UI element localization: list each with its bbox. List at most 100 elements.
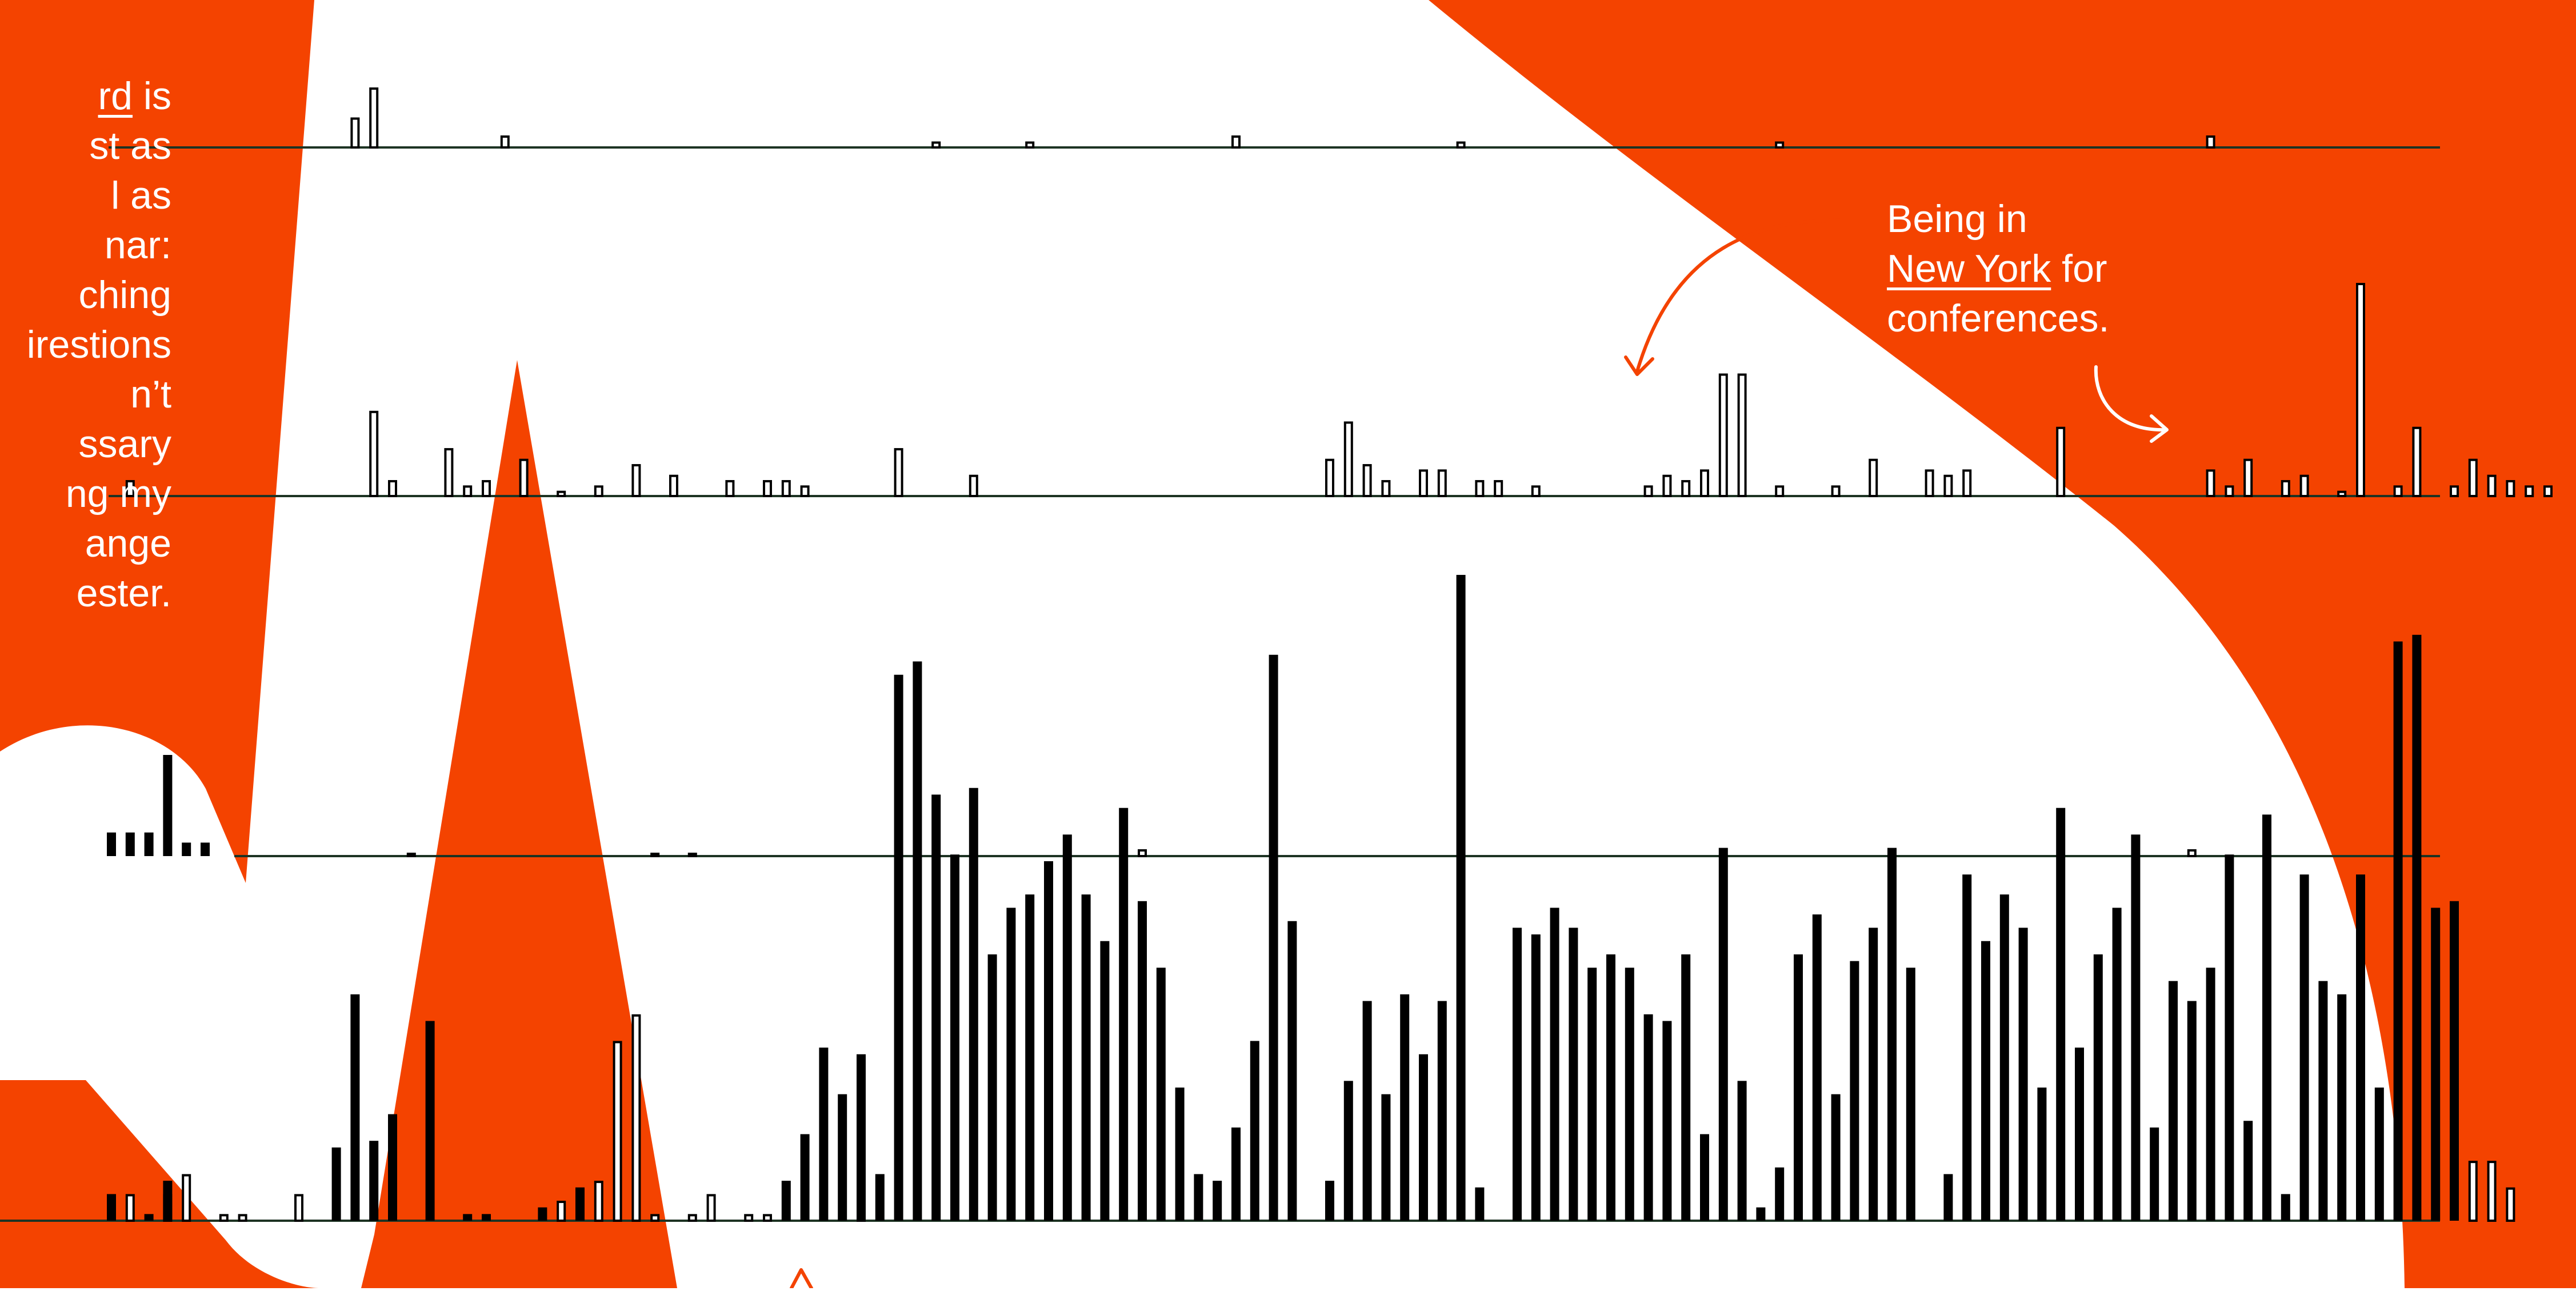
data-bar bbox=[388, 480, 397, 498]
data-bar bbox=[1681, 480, 1691, 498]
data-bar bbox=[1194, 1174, 1203, 1221]
data-bar bbox=[2543, 485, 2553, 497]
data-bar bbox=[2506, 480, 2515, 498]
series-0 bbox=[350, 87, 2215, 149]
data-bar bbox=[2393, 485, 2403, 497]
data-bar bbox=[1025, 894, 1035, 1221]
data-bar bbox=[594, 1181, 603, 1222]
data-bar bbox=[687, 1214, 697, 1222]
data-bar bbox=[1343, 421, 1353, 498]
decorative-shape bbox=[1429, 0, 2576, 1288]
data-bar bbox=[2299, 874, 2309, 1221]
data-bar bbox=[144, 832, 154, 856]
data-bar bbox=[781, 480, 791, 498]
data-bar bbox=[575, 1187, 585, 1221]
data-bar bbox=[2150, 1127, 2159, 1221]
data-bar bbox=[1662, 1021, 1672, 1221]
data-bar bbox=[2243, 1121, 2253, 1221]
data-bar bbox=[2056, 426, 2066, 498]
data-bar bbox=[1700, 469, 1709, 497]
data-bar bbox=[1625, 968, 1634, 1221]
data-bar bbox=[969, 474, 978, 498]
data-bar bbox=[2337, 994, 2347, 1221]
data-bar bbox=[1869, 928, 1878, 1221]
data-bar bbox=[725, 480, 735, 498]
data-bar bbox=[2525, 485, 2534, 497]
data-bar bbox=[2468, 458, 2478, 497]
data-bar bbox=[369, 1141, 379, 1221]
data-bar bbox=[687, 853, 697, 857]
data-bar bbox=[1025, 141, 1035, 149]
data-bar bbox=[2299, 474, 2309, 498]
data-bar bbox=[2056, 808, 2066, 1221]
data-bar bbox=[425, 1021, 435, 1221]
data-bar bbox=[1756, 1207, 1766, 1221]
data-bar bbox=[2318, 981, 2328, 1221]
left-annotation-line: ssary bbox=[78, 422, 171, 466]
data-bar bbox=[631, 464, 641, 497]
decorative-shape bbox=[0, 1080, 320, 1288]
data-bar bbox=[1662, 474, 1672, 498]
data-bar bbox=[107, 1194, 116, 1221]
data-bar bbox=[182, 1174, 191, 1222]
new-york-annotation-line2: New York for bbox=[1887, 247, 2107, 290]
series-3 bbox=[406, 849, 2197, 857]
data-bar bbox=[2243, 458, 2253, 497]
new-york-link: New York bbox=[1887, 247, 2051, 290]
data-bar bbox=[894, 674, 903, 1221]
data-bar bbox=[1775, 1167, 1785, 1221]
data-bar bbox=[913, 661, 922, 1221]
series-2 bbox=[107, 755, 210, 856]
new-york-annotation-line1: Being in bbox=[1887, 197, 2027, 241]
data-bar bbox=[1831, 1094, 1841, 1221]
data-bar bbox=[1100, 941, 1110, 1221]
data-bar bbox=[1156, 968, 1166, 1221]
data-bar bbox=[1550, 908, 1559, 1221]
chart-series bbox=[0, 87, 2553, 1222]
data-bar bbox=[1943, 1174, 1953, 1221]
data-bar bbox=[294, 1194, 303, 1222]
data-bar bbox=[1006, 908, 1016, 1221]
data-bar bbox=[163, 755, 173, 856]
data-bar bbox=[631, 1014, 641, 1222]
data-bar bbox=[1794, 954, 1803, 1221]
arrow-head bbox=[1624, 355, 1654, 376]
data-bar bbox=[2356, 874, 2365, 1221]
left-annotation-line: rd is bbox=[98, 74, 171, 118]
data-bar bbox=[1119, 808, 1129, 1221]
data-bar bbox=[894, 448, 903, 498]
left-annotation: rd is st as l as nar: ching irestions n’… bbox=[0, 71, 171, 618]
data-bar bbox=[1213, 1181, 1222, 1221]
data-bar bbox=[1569, 928, 1578, 1221]
left-annotation-line: ange bbox=[85, 522, 171, 565]
data-bar bbox=[500, 135, 510, 149]
data-bar bbox=[107, 832, 116, 856]
data-bar bbox=[763, 480, 772, 498]
new-york-annotation: Being in New York for conferences. bbox=[1887, 194, 2184, 343]
series-1 bbox=[125, 283, 2553, 498]
data-bar bbox=[463, 1214, 473, 1221]
data-bar bbox=[219, 1214, 229, 1222]
data-bar bbox=[1737, 1081, 1747, 1221]
data-bar bbox=[2131, 834, 2141, 1221]
data-bar bbox=[1456, 574, 1466, 1221]
data-bar bbox=[2187, 849, 2197, 857]
data-bar bbox=[2093, 954, 2103, 1221]
data-bar bbox=[1081, 894, 1091, 1221]
decorative-shape bbox=[0, 0, 314, 883]
arrow-curve bbox=[1635, 218, 1847, 373]
left-annotation-line: ching bbox=[78, 273, 171, 317]
data-bar bbox=[2037, 1088, 2047, 1221]
data-bar bbox=[613, 1041, 622, 1222]
arrow-head bbox=[790, 1268, 813, 1290]
data-bar bbox=[1531, 934, 1541, 1221]
left-annotation-line: st as bbox=[89, 124, 171, 167]
data-bar bbox=[2281, 1194, 2290, 1221]
data-bar bbox=[1869, 458, 1878, 497]
left-annotation-line: n’t bbox=[130, 373, 171, 416]
data-bar bbox=[350, 117, 360, 149]
data-bar bbox=[2206, 469, 2215, 497]
data-bar bbox=[1437, 469, 1447, 497]
